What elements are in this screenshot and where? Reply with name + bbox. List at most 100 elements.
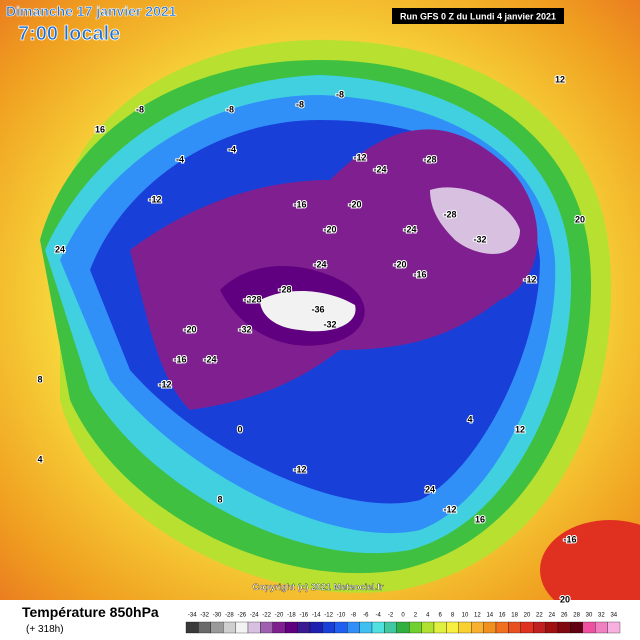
legend-label: 12 — [474, 613, 481, 619]
footer-lead: (+ 318h) — [26, 624, 64, 635]
date: Dimanche 17 janvier 2021 — [6, 3, 177, 19]
legend-swatch — [570, 621, 583, 634]
copyright: Copyright (c) 2021 Meteociel.fr — [252, 582, 384, 592]
contour-label: -8 — [136, 104, 144, 114]
contour-label: 20 — [560, 594, 570, 604]
contour-label: -12 — [158, 379, 171, 389]
legend-label: 18 — [511, 613, 518, 619]
legend-label: -14 — [312, 613, 321, 619]
contour-label: -28 — [248, 294, 261, 304]
legend-swatch — [433, 621, 447, 634]
contour-label: 16 — [475, 514, 485, 524]
legend-label: 10 — [462, 613, 469, 619]
contour-label: -20 — [393, 259, 406, 269]
contour-label: -4 — [228, 144, 236, 154]
contour-label: -20 — [348, 199, 361, 209]
contour-label: -8 — [226, 104, 234, 114]
legend-swatch — [421, 621, 435, 634]
contour-label: 8 — [217, 494, 222, 504]
legend-label: -6 — [363, 613, 369, 619]
legend-label: -20 — [275, 613, 284, 619]
contour-label: 4 — [467, 414, 472, 424]
legend-swatch — [483, 621, 497, 634]
run-box — [392, 8, 564, 24]
contour-label: -36 — [311, 304, 324, 314]
contour-label: -28 — [278, 284, 291, 294]
contour-label: -12 — [148, 194, 161, 204]
legend-swatch — [185, 621, 199, 634]
contour-label: 12 — [555, 74, 565, 84]
legend-label: -18 — [287, 613, 296, 619]
legend-label: 30 — [586, 613, 593, 619]
legend-swatch — [582, 621, 596, 634]
footer-title: Température 850hPa — [22, 604, 159, 620]
legend-label: 20 — [524, 613, 531, 619]
legend-label: 8 — [451, 613, 455, 619]
legend-swatch — [396, 621, 410, 634]
contour-label: -24 — [373, 164, 386, 174]
contour-label: -4 — [176, 154, 184, 164]
legend-label: 0 — [401, 613, 405, 619]
contour-label: 12 — [515, 424, 525, 434]
legend-swatch — [458, 621, 472, 634]
legend-swatch — [334, 621, 348, 634]
contour-label: -32 — [323, 319, 336, 329]
legend-label: -10 — [337, 613, 346, 619]
legend-swatch — [285, 621, 298, 634]
legend-swatch — [508, 621, 521, 634]
contour-label: 24 — [425, 484, 435, 494]
contour-label: 0 — [237, 424, 242, 434]
contour-label: -24 — [403, 224, 416, 234]
zone-light-purple — [430, 187, 520, 254]
legend-swatch — [533, 621, 546, 634]
legend-swatch — [223, 621, 236, 634]
zone-white — [260, 290, 356, 332]
legend-swatch — [309, 621, 323, 634]
legend-label: -12 — [324, 613, 333, 619]
legend-label: -32 — [200, 613, 209, 619]
contour-label: -32 — [473, 234, 486, 244]
legend-label: 22 — [536, 613, 543, 619]
legend-swatch — [260, 621, 273, 634]
contour-label: -20 — [323, 224, 336, 234]
contour-label: -12 — [523, 274, 536, 284]
contour-label: -12 — [353, 152, 366, 162]
legend-label: 34 — [610, 613, 617, 619]
legend-swatch — [545, 621, 559, 634]
contour-label: -32 — [238, 324, 251, 334]
legend-swatch — [272, 621, 286, 634]
contour-label: 24 — [55, 244, 65, 254]
contour-label: -8 — [296, 99, 304, 109]
legend-swatch — [446, 621, 459, 634]
legend-swatch — [409, 621, 422, 634]
legend-swatch — [359, 621, 373, 634]
legend-swatch — [322, 621, 335, 634]
legend-label: -4 — [376, 613, 382, 619]
legend-label: 4 — [426, 613, 430, 619]
contour-label: 4 — [37, 454, 42, 464]
legend-swatch — [471, 621, 484, 634]
contour-label: -12 — [443, 504, 456, 514]
legend-swatch — [247, 621, 261, 634]
contour-label: -16 — [293, 199, 306, 209]
contour-label: -24 — [203, 354, 216, 364]
legend-label: 2 — [414, 613, 418, 619]
legend-swatch — [371, 621, 385, 634]
legend-label: 14 — [486, 613, 493, 619]
contour-label: -16 — [413, 269, 426, 279]
legend-label: -2 — [388, 613, 394, 619]
legend-label: 26 — [561, 613, 568, 619]
legend-label: -16 — [299, 613, 308, 619]
legend-swatch — [607, 621, 621, 634]
legend-swatch — [198, 621, 211, 634]
contour-label: 16 — [95, 124, 105, 134]
legend-label: -34 — [188, 613, 197, 619]
contour-label: -28 — [443, 209, 456, 219]
contour-label: -20 — [183, 324, 196, 334]
legend-swatch — [347, 621, 360, 634]
legend-label: 6 — [439, 613, 443, 619]
time: 7:00 locale — [18, 23, 120, 45]
legend-swatch — [235, 621, 249, 634]
legend-label: -28 — [225, 613, 234, 619]
